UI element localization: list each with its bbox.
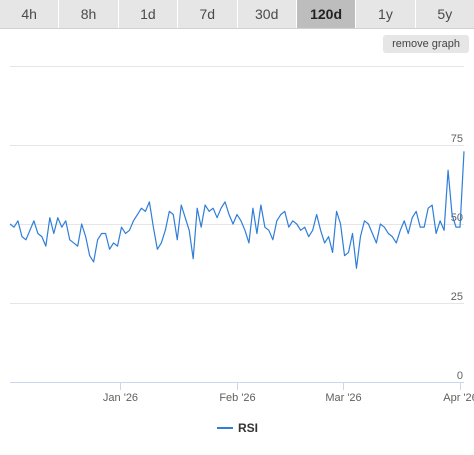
y-tick-label: 75 <box>451 133 463 145</box>
tab-4h[interactable]: 4h <box>0 0 60 28</box>
legend-label-rsi[interactable]: RSI <box>238 421 258 435</box>
x-tick-label: Feb '26 <box>219 392 255 404</box>
tab-30d[interactable]: 30d <box>237 0 297 28</box>
chart-gridlines <box>10 66 464 383</box>
tab-7d[interactable]: 7d <box>178 0 238 28</box>
x-tick-label: Mar '26 <box>325 392 361 404</box>
y-tick-label: 0 <box>457 370 463 382</box>
x-axis: Jan '26 Feb '26 Mar '26 Apr '26 <box>103 382 474 404</box>
series-line-rsi[interactable] <box>9 151 465 269</box>
y-tick-label: 25 <box>451 291 463 303</box>
x-tick-label: Jan '26 <box>103 392 138 404</box>
remove-graph-button[interactable]: remove graph <box>383 35 469 53</box>
series-layer <box>9 151 465 269</box>
tab-1y[interactable]: 1y <box>356 0 416 28</box>
tab-120d[interactable]: 120d <box>296 0 357 28</box>
tab-8h[interactable]: 8h <box>59 0 119 28</box>
x-tick-label: Apr '26 <box>443 392 474 404</box>
tab-5y[interactable]: 5y <box>415 0 474 28</box>
tab-1d[interactable]: 1d <box>118 0 179 28</box>
timeframe-tabs: 4h 8h 1d 7d 30d 120d 1y 5y <box>0 0 474 29</box>
legend[interactable]: RSI <box>217 421 258 435</box>
